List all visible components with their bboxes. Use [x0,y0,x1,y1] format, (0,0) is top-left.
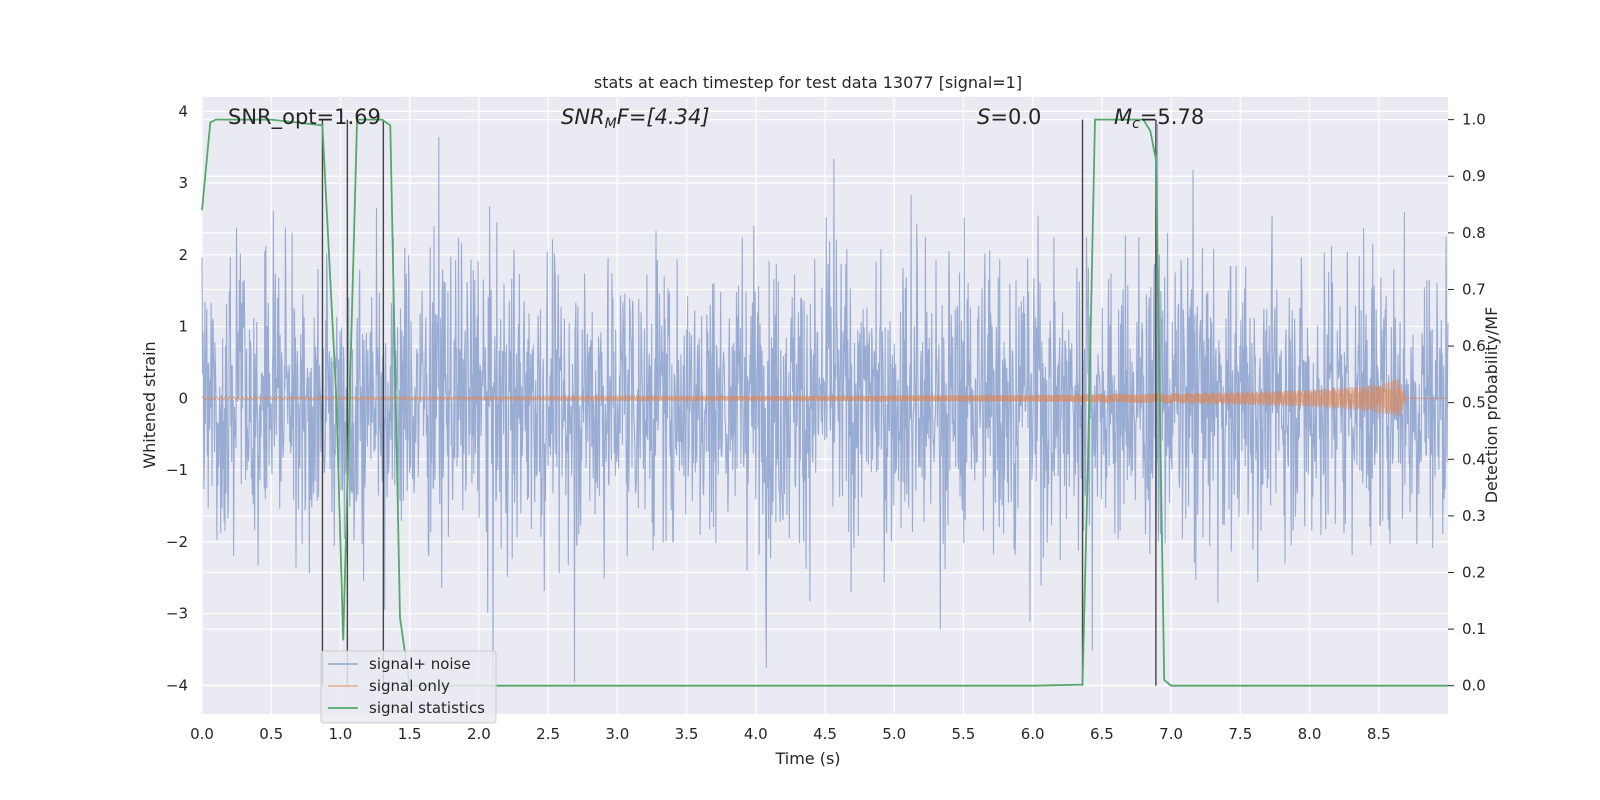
signal-statistics-series [201,118,1448,687]
legend: signal+ noise signal only signal statist… [320,650,497,724]
legend-label-signal-noise: signal+ noise [369,655,471,673]
x-tick-label: 0.5 [259,725,283,743]
legend-box [320,650,497,724]
y-left-tick-label: −3 [166,605,188,623]
y-right-tick-label: 0.1 [1462,620,1486,638]
signal-only-series [201,378,1448,417]
signal-noise-line [201,123,1449,682]
mc-base: M [1114,105,1132,129]
y-right-tick-label: 0.2 [1462,563,1486,581]
x-axis-label: Time (s) [774,749,840,768]
y-left-tick-label: 2 [178,246,188,264]
x-tick-label: 4.5 [813,725,837,743]
x-tick-label: 1.0 [329,725,353,743]
signal-only-line [201,378,1448,417]
annotation-mc: Mc=5.78 [1114,105,1204,132]
x-tick-label: 4.0 [744,725,768,743]
signal-statistics-line [201,118,1448,687]
x-tick-label: 3.5 [675,725,699,743]
y-left-tick-label: 4 [178,102,188,120]
snr-mf-rest: F=[4.34] [617,105,710,129]
vertical-markers [321,119,1157,686]
signal-noise-series [201,123,1449,682]
x-tick-label: 6.5 [1090,725,1114,743]
y-right-tick-label: 0.3 [1462,507,1486,525]
chart-title: stats at each timestep for test data 130… [594,73,1022,92]
legend-label-signal-statistics: signal statistics [369,699,485,717]
mc-rest: =5.78 [1140,105,1204,129]
x-tick-label: 7.5 [1228,725,1252,743]
y-right-tick-label: 0.4 [1462,450,1486,468]
x-tick-label: 6.0 [1021,725,1045,743]
y-left-tick-label: −2 [166,533,188,551]
s-var: S [977,105,990,129]
y-right-tick-label: 0.9 [1462,167,1486,185]
x-tick-label: 8.5 [1367,725,1391,743]
y-left-tick-label: 3 [178,174,188,192]
y-right-tick-label: 0.6 [1462,337,1486,355]
x-tick-label: 2.0 [467,725,491,743]
y-right-tick-label: 0.7 [1462,280,1486,298]
y-left-tick-label: 1 [178,318,188,336]
annotation-s: S=0.0 [977,105,1041,129]
y-axis-label-left: Whitened strain [140,341,159,468]
y-right-tick-label: 0.5 [1462,394,1486,412]
s-rest: =0.0 [990,105,1041,129]
x-tick-label: 1.5 [398,725,422,743]
x-tick-label: 5.0 [882,725,906,743]
x-tick-label: 2.5 [536,725,560,743]
y-axis-label-right: Detection probability/MF [1482,307,1501,504]
x-tick-label: 5.5 [952,725,976,743]
x-tick-label: 8.0 [1298,725,1322,743]
y-right-tick-label: 0.0 [1462,677,1486,695]
legend-label-signal-only: signal only [369,677,450,695]
tick-labels: 0.0 0.5 1.0 1.5 2.0 2.5 3.0 3.5 4.0 4.5 5.0 5.5 6.0 6… [166,102,1486,743]
snr-mf-sub: M [605,116,617,132]
y-left-tick-label: −4 [166,676,188,694]
y-left-tick-label: 0 [178,389,188,407]
y-left-tick-label: −1 [166,461,188,479]
y-right-tick-label: 0.8 [1462,224,1486,242]
annotation-snr-opt: SNR_opt=1.69 [228,105,381,130]
mc-sub: c [1132,116,1140,132]
x-tick-label: 7.0 [1159,725,1183,743]
snr-mf-base: SNR [561,105,605,129]
annotation-snr-mf: SNRMF=[4.34] [561,105,710,132]
y-right-tick-label: 1.0 [1462,111,1486,129]
x-tick-label: 3.0 [605,725,629,743]
x-tick-label: 0.0 [190,725,214,743]
